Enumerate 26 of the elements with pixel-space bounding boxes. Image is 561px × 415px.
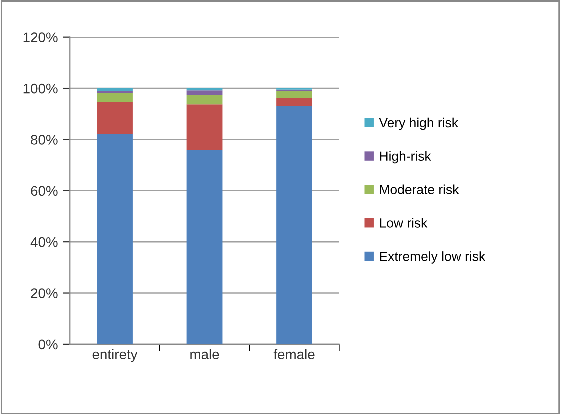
bar [276, 91, 312, 98]
bar [276, 106, 312, 344]
legend-label: Extremely low risk [380, 252, 486, 264]
y-tick-label: 40% [30, 237, 58, 248]
y-tick-label: 60% [31, 186, 58, 196]
bar [186, 95, 223, 105]
bar [186, 90, 223, 96]
x-tick-label: male [190, 349, 220, 360]
bar [97, 134, 133, 344]
y-tick-label: 120% [24, 32, 58, 43]
bar [97, 102, 133, 134]
bar [186, 150, 223, 344]
bar [276, 98, 312, 106]
y-tick-label: 80% [31, 135, 58, 145]
legend-label: High-risk [380, 151, 432, 164]
x-tick-label: entirety [92, 349, 138, 362]
bar [97, 88, 133, 92]
y-tick-label: 0% [38, 340, 58, 350]
x-tick-label: female [274, 349, 315, 360]
bar [97, 93, 133, 102]
legend-label: Moderate risk [380, 184, 460, 194]
bar [186, 104, 223, 150]
y-tick-label: 20% [31, 288, 58, 298]
y-tick-label: 100% [24, 84, 58, 94]
legend-label: Very high risk [379, 118, 458, 130]
legend-label: Low risk [380, 218, 428, 228]
